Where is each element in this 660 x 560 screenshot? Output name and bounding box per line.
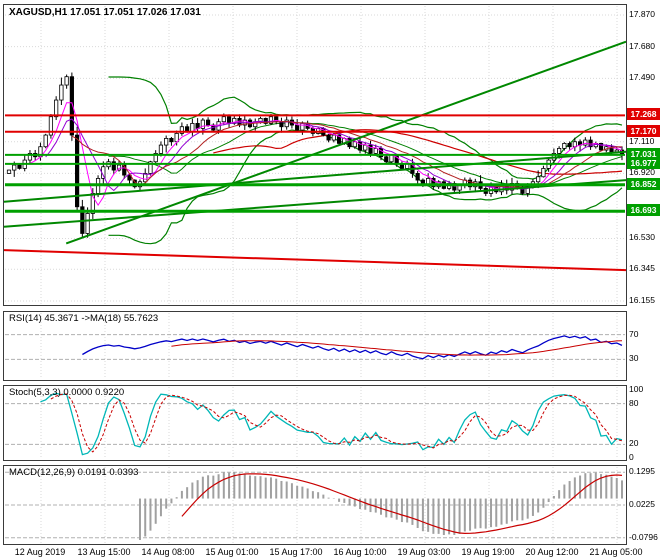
time-label: 14 Aug 08:00: [141, 547, 195, 557]
stoch-tick: 100: [629, 384, 644, 394]
macd-label: MACD(12,26,9) 0.0191 0.0393: [9, 467, 139, 478]
stochastic-canvas[interactable]: [4, 386, 626, 460]
price-tick: 16.920: [629, 167, 655, 178]
trendline[interactable]: [4, 150, 626, 203]
time-label: 19 Aug 03:00: [397, 547, 451, 557]
price-tick: 17.490: [629, 72, 655, 83]
time-label: 12 Aug 2019: [14, 547, 66, 557]
rsi-panel[interactable]: RSI(14) 45.3671 ->MA(18) 55.7623: [3, 311, 627, 381]
price-tick: 17.870: [629, 9, 655, 19]
time-label: 19 Aug 19:00: [461, 547, 515, 557]
rsi-tick: 30: [629, 353, 639, 364]
price-chart-canvas[interactable]: [4, 5, 626, 305]
price-level-badge: 17.268: [627, 108, 660, 121]
time-label: 13 Aug 15:00: [77, 547, 131, 557]
macd-signal-line: [181, 473, 623, 535]
ma-fast: [29, 102, 623, 207]
macd-tick: -0.0796: [629, 531, 658, 542]
macd-tick: 0.0225: [629, 499, 655, 509]
price-tick: 17.110: [629, 135, 655, 146]
time-label: 21 Aug 05:00: [589, 547, 643, 557]
price-level-badge: 17.170: [627, 124, 660, 137]
stoch-tick: 20: [629, 438, 639, 449]
price-axis: 17.870 17.680 17.490 17.110 16.920 16.530 16.3…: [627, 0, 660, 546]
chart-title: XAGUSD,H1 17.051 17.051 17.026 17.031: [9, 7, 201, 18]
price-tick: 16.530: [629, 232, 655, 243]
price-tick: 17.680: [629, 40, 655, 51]
main-chart-panel[interactable]: XAGUSD,H1 17.051 17.051 17.026 17.031: [3, 4, 627, 306]
macd-tick: 0.1295: [629, 466, 655, 477]
time-axis: 12 Aug 2019 13 Aug 15:00 14 Aug 08:00 15 Au…: [0, 547, 660, 560]
price-level-badge: 16.693: [627, 204, 660, 217]
time-label: 16 Aug 10:00: [333, 547, 387, 557]
macd-canvas[interactable]: [4, 466, 626, 544]
price-level-badge: 16.852: [627, 177, 660, 190]
ma-long: [213, 129, 623, 175]
stochastic-panel[interactable]: Stoch(5,3,3) 0.0000 0.9220: [3, 385, 627, 461]
rsi-label: RSI(14) 45.3671 ->MA(18) 55.7623: [9, 313, 159, 324]
trendline[interactable]: [4, 179, 626, 228]
rsi-tick: 70: [629, 328, 639, 339]
price-tick: 16.155: [629, 294, 655, 305]
price-tick: 16.345: [629, 263, 655, 274]
rsi-line: [82, 335, 623, 360]
time-label: 20 Aug 12:00: [525, 547, 579, 557]
time-label: 15 Aug 17:00: [269, 547, 323, 557]
stochastic-label: Stoch(5,3,3) 0.0000 0.9220: [9, 387, 125, 398]
rsi-ma-line: [171, 340, 623, 356]
stoch-tick: 80: [629, 397, 639, 408]
trendline[interactable]: [4, 249, 626, 272]
price-level-badge: 16.977: [627, 156, 660, 169]
trendline[interactable]: [65, 40, 626, 245]
stoch-tick: 0: [629, 452, 634, 462]
stoch-k-line: [40, 392, 623, 456]
time-label: 15 Aug 01:00: [205, 547, 259, 557]
macd-panel[interactable]: MACD(12,26,9) 0.0191 0.0393: [3, 465, 627, 545]
rsi-canvas[interactable]: [4, 312, 626, 380]
